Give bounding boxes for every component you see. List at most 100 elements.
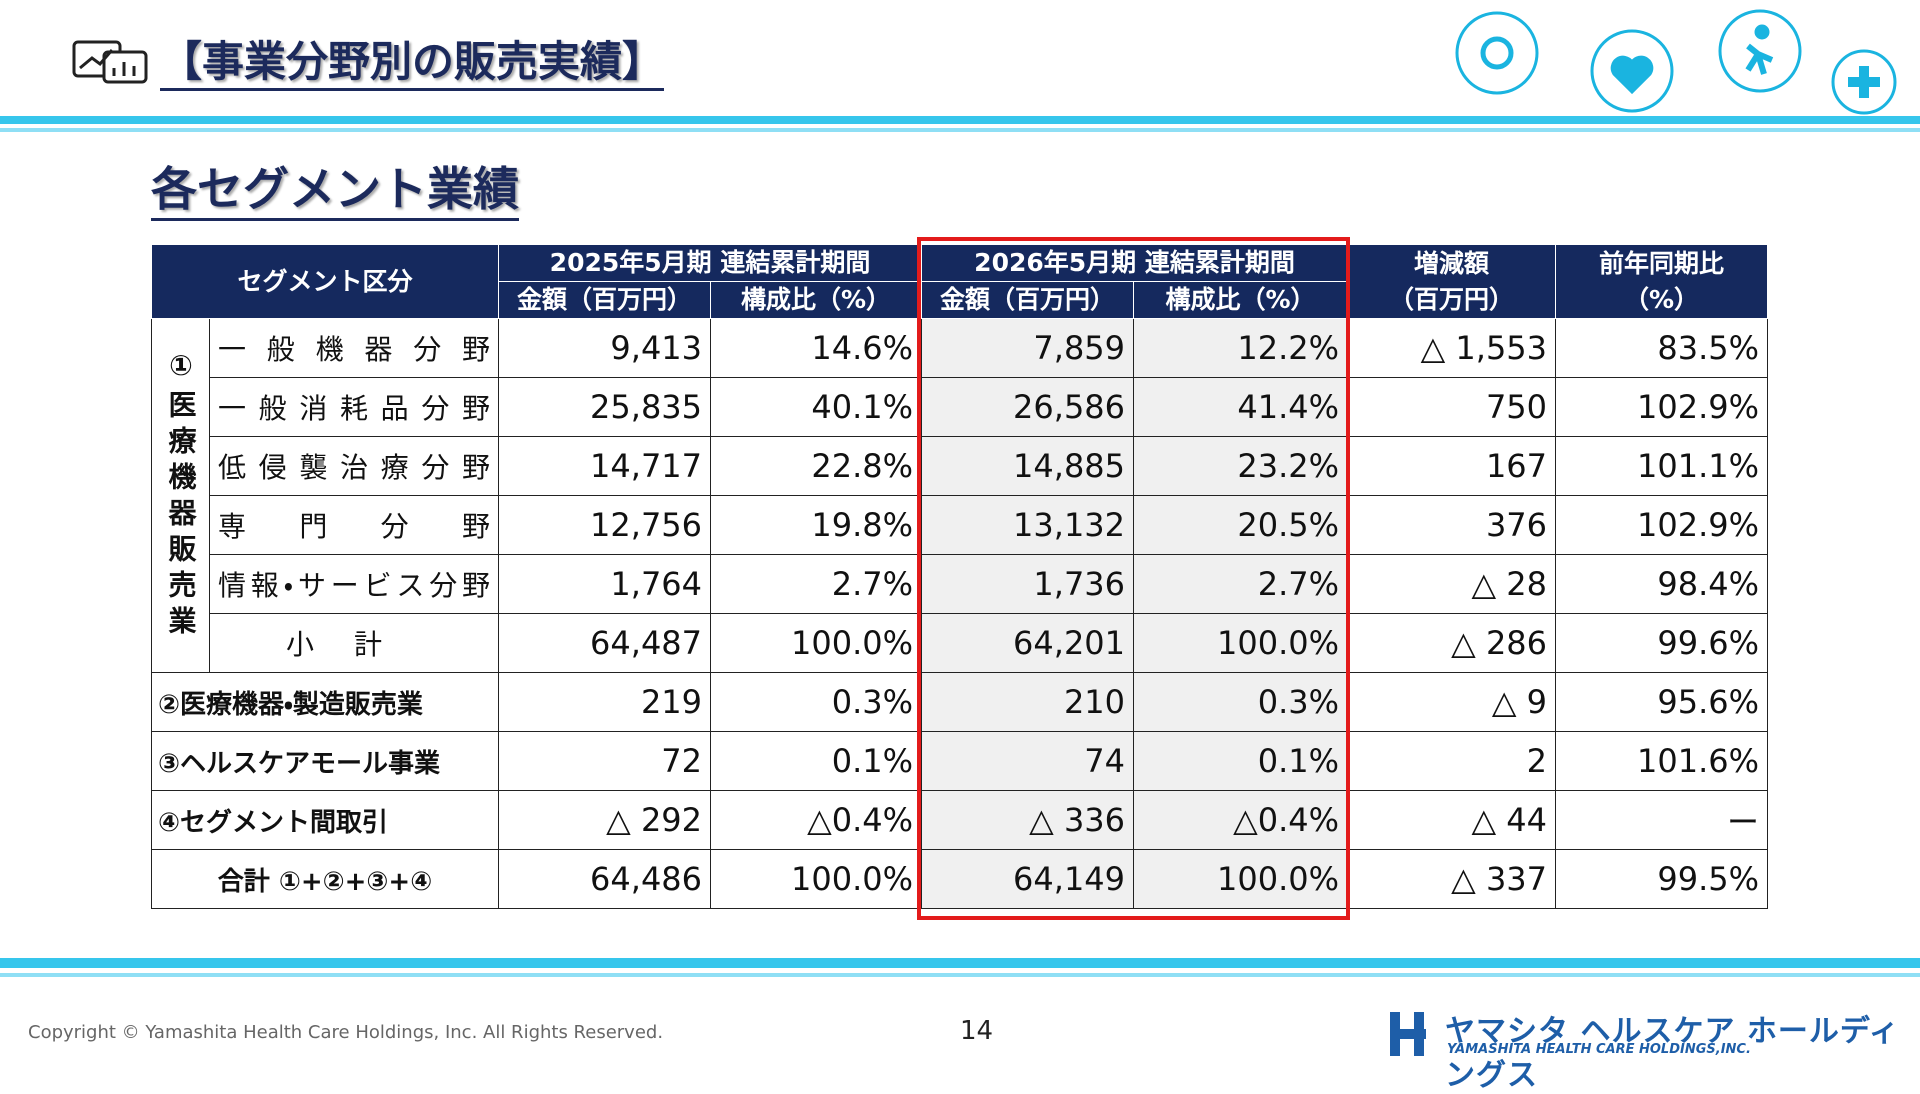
value-cell: 99.5% (1555, 849, 1769, 909)
value-cell: 1,736 (921, 554, 1135, 614)
value-cell: 0.3% (710, 672, 923, 732)
value-cell: 64,201 (921, 613, 1135, 673)
header-line: （百万円） (1389, 284, 1515, 314)
row-label: ④セグメント間取引 (150, 790, 500, 850)
header-line: 前年同期比 (1599, 248, 1725, 278)
stripe (0, 116, 1920, 124)
value-cell: 2 (1347, 731, 1557, 791)
value-cell: 25,835 (498, 377, 712, 437)
header-cell: 構成比（%） (710, 281, 923, 319)
logo-mark (1390, 1012, 1426, 1056)
value-cell: 100.0% (1133, 613, 1349, 673)
row-label-cell: 専門分野 (208, 495, 500, 555)
value-cell: △ 9 (1347, 672, 1557, 732)
row-label: 合計 ①+②+③+④ (150, 849, 500, 909)
row-label-cell: 情報・サービス分野 (208, 554, 500, 614)
header-cell: セグメント区分 (150, 244, 500, 319)
logo-subtext: YAMASHITA HEALTH CARE HOLDINGS,INC. (1447, 1042, 1751, 1057)
value-cell: △ 44 (1347, 790, 1557, 850)
value-cell: 376 (1347, 495, 1557, 555)
table-row: ②医療機器・製造販売業 219 0.3% 210 0.3% △ 9 95.6% (150, 672, 1769, 732)
header-line: （%） (1623, 284, 1700, 314)
value-cell: ー (1555, 790, 1769, 850)
title-icon (72, 40, 148, 84)
value-cell: 41.4% (1133, 377, 1349, 437)
group-label: ①医療機器販売業 (151, 318, 210, 673)
row-label: 低侵襲治療分野 (218, 451, 491, 484)
value-cell: 100.0% (710, 613, 923, 673)
value-cell: 100.0% (710, 849, 923, 909)
value-cell: 99.6% (1555, 613, 1769, 673)
value-cell: 101.1% (1555, 436, 1769, 496)
value-cell: 14,885 (921, 436, 1135, 496)
table-row: ①医療機器販売業 一般機器分野 9,413 14.6% 7,859 12.2% △ 1,55… (151, 318, 1769, 673)
value-cell: 12,756 (498, 495, 712, 555)
value-cell: 2.7% (710, 554, 923, 614)
value-cell: △ 1,553 (1347, 318, 1557, 378)
value-cell: 64,487 (498, 613, 712, 673)
row-label: 小計 (208, 613, 500, 673)
value-cell: 100.0% (1133, 849, 1349, 909)
header-cell: 前年同期比 （%） (1555, 244, 1769, 319)
value-cell: 23.2% (1133, 436, 1349, 496)
row-label: ②医療機器・製造販売業 (150, 672, 500, 732)
row-label: ③ヘルスケアモール事業 (150, 731, 500, 791)
value-cell: 72 (498, 731, 712, 791)
header-cell: 2025年5月期 連結累計期間 (498, 244, 923, 282)
row-label: 一般機器分野 (218, 333, 491, 366)
table-row: 専門分野 12,756 19.8% 13,132 20.5% 376 102.9% (152, 495, 1769, 555)
row-label-cell: 低侵襲治療分野 (208, 436, 500, 496)
table-row: ③ヘルスケアモール事業 72 0.1% 74 0.1% 2 101.6% (150, 731, 1769, 791)
value-cell: △ 337 (1347, 849, 1557, 909)
value-cell: 9,413 (498, 318, 712, 378)
value-cell: △ 336 (921, 790, 1135, 850)
value-cell: 74 (921, 731, 1135, 791)
stripe (0, 973, 1920, 977)
value-cell: 40.1% (710, 377, 923, 437)
stripe (0, 958, 1920, 968)
value-cell: 13,132 (921, 495, 1135, 555)
value-cell: 19.8% (710, 495, 923, 555)
row-label: 情報・サービス分野 (218, 569, 491, 602)
row-label: 一般消耗品分野 (218, 392, 491, 425)
row-label-cell: 一般機器分野 (208, 318, 500, 378)
table-row: 低侵襲治療分野 14,717 22.8% 14,885 23.2% 167 101.1% (152, 436, 1769, 496)
segment-table: セグメント区分 2025年5月期 連結累計期間 2026年5月期 連結累計期間 増減額… (150, 244, 1769, 909)
value-cell: △ 292 (498, 790, 712, 850)
page-number: 14 (960, 1016, 994, 1046)
table-row: ④セグメント間取引 △ 292 △0.4% △ 336 △0.4% △ 44 ー (150, 790, 1769, 850)
stripe (0, 128, 1920, 132)
value-cell: 95.6% (1555, 672, 1769, 732)
value-cell: 22.8% (710, 436, 923, 496)
value-cell: 2.7% (1133, 554, 1349, 614)
header-cell: 金額（百万円） (921, 281, 1135, 319)
header-line: 増減額 (1414, 248, 1490, 278)
value-cell: 20.5% (1133, 495, 1349, 555)
value-cell: 7,859 (921, 318, 1135, 378)
value-cell: 1,764 (498, 554, 712, 614)
header-row: 金額（百万円） 構成比（%） 金額（百万円） 構成比（%） (152, 281, 1768, 319)
value-cell: 14.6% (710, 318, 923, 378)
icons (1455, 9, 1897, 115)
value-cell: △ 286 (1347, 613, 1557, 673)
value-cell: 101.6% (1555, 731, 1769, 791)
value-cell: 750 (1347, 377, 1557, 437)
value-cell: 167 (1347, 436, 1557, 496)
row-label: 専門分野 (218, 510, 491, 543)
header-cell: 2026年5月期 連結累計期間 (921, 244, 1349, 282)
subtotal-row: 小計 64,487 100.0% 64,201 100.0% △ 286 99.6% (152, 613, 1769, 673)
value-cell: △0.4% (710, 790, 923, 850)
value-cell: 102.9% (1555, 495, 1769, 555)
value-cell: 210 (921, 672, 1135, 732)
subtitle: 各セグメント業績 (151, 160, 519, 221)
value-cell: 98.4% (1555, 554, 1769, 614)
value-cell: 14,717 (498, 436, 712, 496)
copyright: Copyright © Yamashita Health Care Holdin… (28, 1022, 664, 1043)
value-cell: △0.4% (1133, 790, 1349, 850)
row-label-cell: 一般消耗品分野 (208, 377, 500, 437)
value-cell: 83.5% (1555, 318, 1769, 378)
total-row: 合計 ①+②+③+④ 64,486 100.0% 64,149 100.0% △ 337 9… (150, 849, 1769, 909)
value-cell: 219 (498, 672, 712, 732)
